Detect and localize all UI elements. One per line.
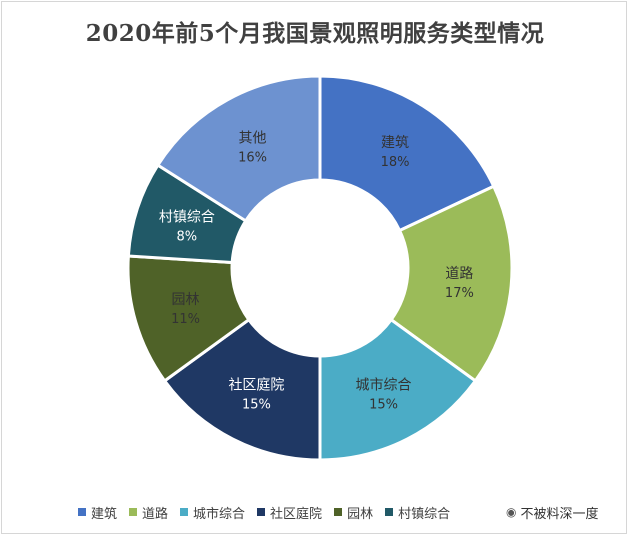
slice-percent-label: 15%	[242, 398, 271, 413]
chart-legend: 建筑 道路 城市综合 社区庭院 园林 村镇综合	[78, 500, 618, 524]
slice-category-label: 村镇综合	[159, 210, 215, 226]
legend-label: 城市综合	[193, 506, 246, 522]
legend-swatch	[129, 508, 138, 516]
slice-category-label: 城市综合	[356, 377, 412, 394]
legend-label: 园林	[347, 506, 374, 522]
legend-item-shequ: 社区庭院	[257, 503, 322, 522]
legend-label: 建筑	[91, 506, 118, 522]
donut-slice-chengshi	[318, 317, 478, 462]
legend-swatch	[334, 508, 343, 516]
watermark: ◉ 不被料深一度	[503, 500, 602, 524]
donut-slice-daolu	[389, 184, 514, 383]
donut-slice-qita	[155, 74, 322, 223]
slice-percent-label: 11%	[171, 312, 200, 327]
legend-label: 道路	[142, 506, 169, 522]
slice-category-label: 社区庭院	[228, 377, 284, 394]
legend-item-yuanlin: 园林	[334, 503, 373, 522]
slice-category-label: 其他	[239, 130, 267, 146]
legend-swatch	[180, 508, 189, 516]
slice-percent-label: 8%	[177, 230, 198, 245]
chart-title: 2020年前5个月我国景观照明服务类型情况	[85, 20, 545, 47]
legend-label: 村镇综合	[398, 506, 451, 522]
slice-category-label: 园林	[172, 292, 200, 308]
watermark-text: 不被料深一度	[520, 506, 599, 522]
donut-slice-jianzhu	[318, 74, 496, 233]
legend-label: 社区庭院	[270, 506, 323, 522]
slice-percent-label: 16%	[238, 150, 267, 165]
legend-swatch	[385, 508, 394, 516]
legend-item-daolu: 道路	[129, 503, 168, 522]
slice-category-label: 道路	[445, 266, 473, 282]
slice-percent-label: 15%	[369, 398, 398, 413]
legend-swatch	[78, 508, 86, 516]
legend-swatch	[257, 508, 266, 516]
legend-item-chengshi: 城市综合	[180, 503, 245, 522]
slice-category-label: 建筑	[381, 135, 409, 151]
wechat-icon: ◉	[506, 505, 517, 519]
donut-slice-shequ	[162, 317, 322, 462]
slice-percent-label: 18%	[381, 155, 410, 170]
legend-item-jianzhu: 建筑	[78, 503, 117, 522]
legend-item-cunzhen: 村镇综合	[385, 503, 450, 522]
slice-percent-label: 17%	[445, 286, 474, 301]
